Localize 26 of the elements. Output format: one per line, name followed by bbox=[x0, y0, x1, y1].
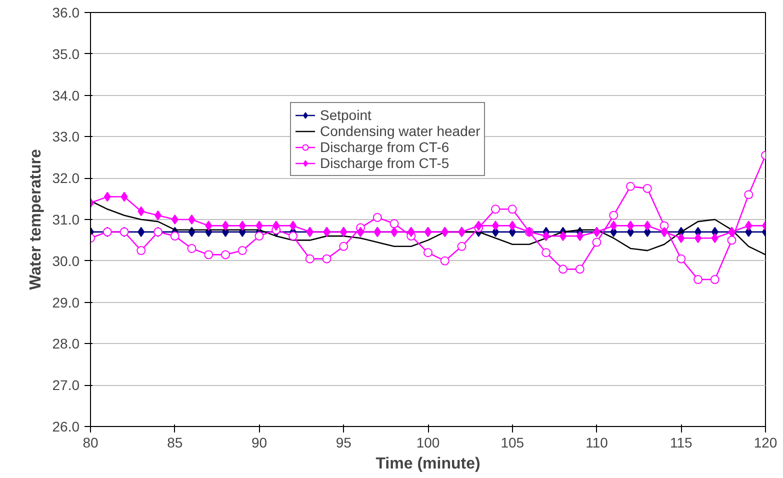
legend-label: Condensing water header bbox=[320, 123, 480, 139]
y-tick-label: 33.0 bbox=[52, 128, 80, 145]
x-tick-label: 105 bbox=[500, 434, 524, 450]
y-tick-label: 28.0 bbox=[52, 336, 80, 352]
x-tick-label: 85 bbox=[167, 434, 183, 450]
y-axis-title: Water temperature bbox=[27, 149, 44, 290]
x-tick-label: 90 bbox=[251, 434, 268, 450]
legend-label: Setpoint bbox=[320, 107, 372, 123]
y-tick-label: 29.0 bbox=[52, 294, 80, 310]
y-tick-label: 31.0 bbox=[52, 212, 80, 228]
y-tick-label: 36.0 bbox=[52, 4, 80, 20]
x-tick-label: 115 bbox=[670, 434, 692, 450]
y-tick-label: 34.0 bbox=[52, 87, 80, 104]
y-tick-label: 30.0 bbox=[52, 252, 80, 269]
legend-label: Discharge from CT-5 bbox=[320, 155, 450, 171]
x-tick-label: 100 bbox=[416, 434, 440, 450]
y-tick-label: 32.0 bbox=[52, 170, 80, 186]
x-tick-label: 80 bbox=[82, 434, 98, 450]
legend-label: Discharge from CT-6 bbox=[320, 139, 450, 155]
y-tick-label: 27.0 bbox=[52, 377, 80, 394]
x-tick-label: 120 bbox=[754, 434, 778, 450]
x-tick-label: 110 bbox=[586, 434, 608, 450]
x-axis-title: Time (minute) bbox=[376, 456, 480, 472]
y-tick-label: 26.0 bbox=[52, 418, 80, 434]
y-tick-label: 35.0 bbox=[52, 46, 80, 62]
x-tick-label: 95 bbox=[336, 434, 352, 450]
